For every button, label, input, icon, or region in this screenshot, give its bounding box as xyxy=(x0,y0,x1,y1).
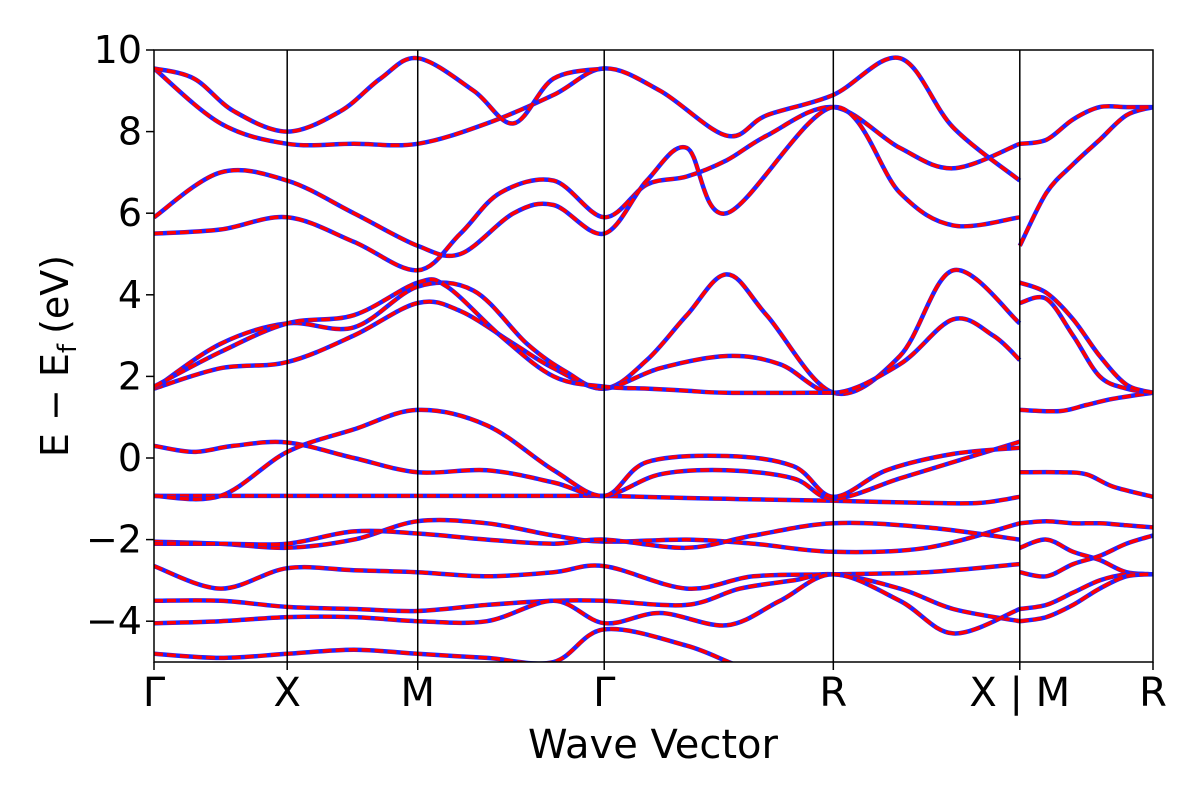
band-line-21 xyxy=(1018,105,1153,247)
y-axis-ticks: −4 −2 0 2 4 6 8 10 xyxy=(86,28,154,643)
band-line-26 xyxy=(1019,572,1153,611)
y-tick-label: −2 xyxy=(86,518,142,562)
band-line-overlay-20 xyxy=(1018,280,1153,395)
y-tick-label: −4 xyxy=(86,599,142,643)
band-line-5 xyxy=(154,280,1022,395)
band-line-23 xyxy=(1019,519,1153,530)
band-line-25 xyxy=(1019,533,1153,579)
band-line-1 xyxy=(154,494,1021,506)
y-axis-label-main: E − E xyxy=(33,353,77,457)
band-line-22 xyxy=(1019,104,1153,146)
band-line-2 xyxy=(154,440,1021,501)
x-tick-label: X | M xyxy=(969,670,1070,716)
y-axis-label: E − Ef (eV) xyxy=(33,255,83,457)
band-line-13 xyxy=(154,562,1020,591)
x-tick-label: Γ xyxy=(143,670,166,716)
y-axis-label-subscript: f xyxy=(53,343,83,353)
band-line-10 xyxy=(154,56,605,134)
x-axis-ticks: Γ X M Γ R X | M R xyxy=(143,662,1167,716)
y-tick-label: 8 xyxy=(118,110,142,154)
band-line-16 xyxy=(154,627,734,662)
y-tick-label: 2 xyxy=(118,354,142,398)
y-tick-label: 0 xyxy=(118,436,142,480)
band-line-19 xyxy=(1019,295,1153,395)
y-tick-label: 10 xyxy=(94,28,142,72)
x-tick-label: R xyxy=(1139,670,1167,716)
x-tick-label: M xyxy=(400,670,435,716)
kpoint-dividers xyxy=(286,50,1021,662)
band-line-3 xyxy=(154,408,1020,501)
x-tick-label: X xyxy=(273,670,300,716)
band-line-18 xyxy=(1019,390,1153,414)
y-axis-label-group: E − Ef (eV) xyxy=(33,255,83,457)
y-tick-label: 4 xyxy=(118,273,142,317)
y-tick-label: 6 xyxy=(118,191,142,235)
plot-frame xyxy=(153,49,1154,663)
x-tick-label: R xyxy=(819,670,847,716)
band-line-17 xyxy=(1019,470,1153,499)
band-line-27 xyxy=(1019,572,1153,623)
x-tick-label: Γ xyxy=(593,670,616,716)
x-axis-label: Wave Vector xyxy=(528,722,779,768)
y-axis-label-unit: (eV) xyxy=(33,255,77,334)
